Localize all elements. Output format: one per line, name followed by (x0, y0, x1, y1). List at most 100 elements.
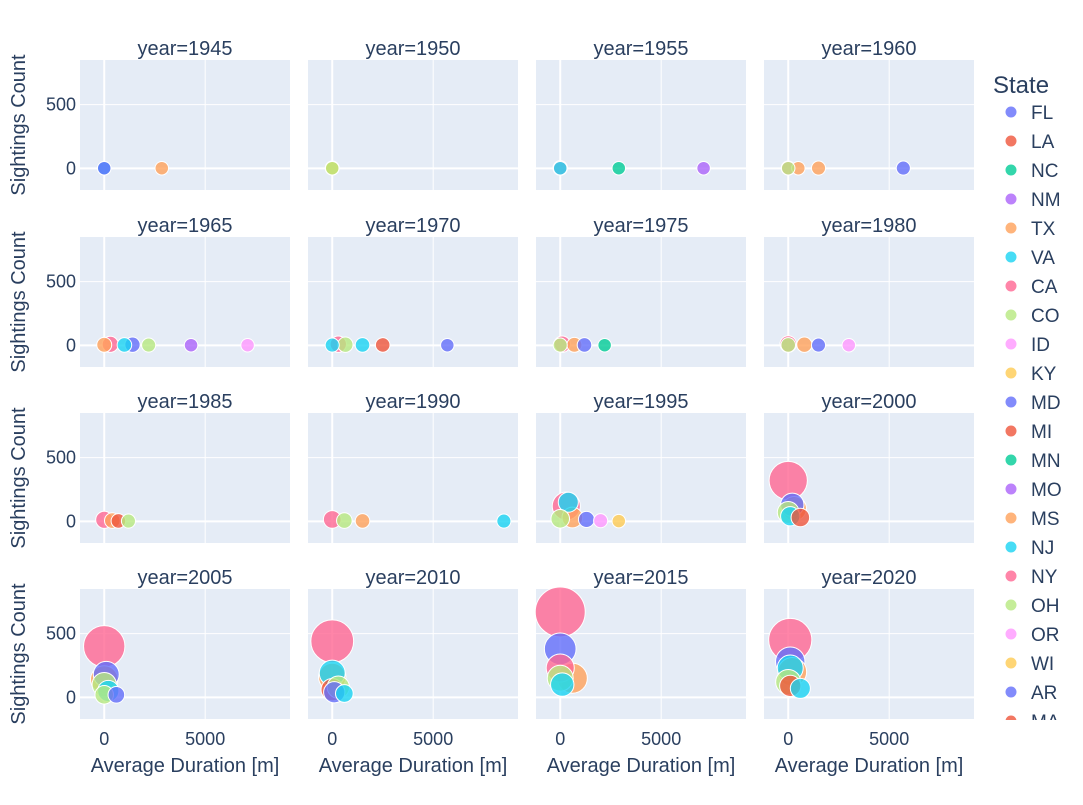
legend-item-NJ[interactable]: NJ (1004, 538, 1054, 559)
facet-title: year=1965 (137, 215, 232, 237)
legend-marker (1004, 685, 1018, 699)
x-tick-label: 0 (783, 729, 793, 749)
legend-label: WI (1031, 654, 1054, 675)
bubble-CO-1950 (324, 160, 340, 176)
bubble-CO-1965 (141, 337, 157, 353)
y-axis-title: Sightings Count (8, 231, 30, 373)
bubble-CO-1985 (120, 513, 136, 529)
bubble-ID-1995 (593, 513, 609, 529)
legend-marker (1004, 192, 1018, 206)
facet-1980: year=1980 (764, 215, 974, 367)
facet-title: year=1980 (821, 215, 916, 237)
bubble-FL-1995 (577, 510, 596, 528)
y-tick-label: 500 (46, 624, 76, 644)
legend-marker (1004, 656, 1018, 670)
legend-item-VA[interactable]: VA (1004, 248, 1055, 269)
facet-title: year=1945 (137, 38, 232, 60)
legend-item-KY[interactable]: KY (1004, 364, 1057, 385)
legend-label: CO (1031, 306, 1060, 327)
legend-label: KY (1031, 364, 1057, 385)
legend-item-MN[interactable]: MN (1004, 451, 1061, 472)
bubble-NM-1965 (183, 337, 199, 353)
legend-label: OH (1031, 596, 1060, 617)
bubble-CA-2005 (83, 625, 126, 668)
y-axis-title: Sightings Count (8, 54, 30, 196)
x-tick-label: 5000 (185, 729, 225, 749)
legend-item-WI[interactable]: WI (1004, 654, 1054, 675)
facet-title: year=1955 (593, 38, 688, 60)
legend-label: VA (1031, 248, 1055, 269)
legend-item-OH[interactable]: OH (1004, 596, 1060, 617)
legend-marker (1004, 163, 1018, 177)
legend-label: MA (1031, 712, 1060, 733)
legend-marker (1004, 627, 1018, 641)
legend-item-FL[interactable]: FL (1004, 103, 1053, 124)
axis-titles: Average Duration [m] Average Duration [m]… (8, 54, 963, 777)
bubble-FL-1960 (895, 160, 911, 176)
facet-2000: year=2000 (764, 391, 974, 543)
facet-2020: year=2020 0 5000 (764, 567, 974, 749)
legend-label: NM (1031, 190, 1061, 211)
bubble-NJ-2010 (335, 684, 354, 703)
x-tick-label: 5000 (869, 729, 909, 749)
bubble-CO-1995 (550, 509, 571, 529)
y-axis-title: Sightings Count (8, 583, 30, 725)
legend-item-MS[interactable]: MS (1004, 509, 1060, 530)
y-tick-label: 0 (66, 687, 76, 707)
legend-item-CO[interactable]: CO (1004, 306, 1060, 327)
legend-label: MO (1031, 480, 1062, 501)
facet-1960: year=1960 (764, 38, 974, 190)
legend-marker (1004, 714, 1018, 720)
facet-1965: year=1965 0 500 (46, 215, 290, 367)
legend-item-MD[interactable]: MD (1004, 393, 1061, 414)
legend-marker (1004, 366, 1018, 380)
x-tick-label: 0 (327, 729, 337, 749)
facet-1945: year=1945 0 500 (46, 38, 290, 190)
bubble-ID-1965 (240, 337, 255, 353)
legend-marker (1004, 569, 1018, 583)
legend-marker (1004, 540, 1018, 554)
legend[interactable]: State FL LA NC NM TX VA CA CO ID KY MD MI MN MO MS NJ NY O… (993, 72, 1062, 733)
facet-panels: year=1945 0 500 year=1950 year=1955 year=1960… (46, 38, 974, 749)
bubble-ID-1980 (841, 337, 857, 353)
legend-item-OR[interactable]: OR (1004, 625, 1060, 646)
legend-marker (1004, 511, 1018, 525)
legend-marker (1004, 598, 1018, 612)
legend-marker (1004, 250, 1018, 264)
legend-label: MI (1031, 422, 1052, 443)
bubble-FL-1975 (576, 337, 593, 353)
legend-marker (1004, 105, 1018, 119)
bubble-CO-1975 (552, 337, 568, 353)
legend-item-ID[interactable]: ID (1004, 335, 1050, 356)
bubble-TX-1980 (796, 336, 813, 353)
bubble-NJ-2020 (789, 677, 811, 699)
legend-item-NY[interactable]: NY (1004, 567, 1058, 588)
bubble-TX-1945 (154, 160, 170, 176)
facet-title: year=2000 (821, 391, 916, 413)
legend-item-MA[interactable]: MA (1004, 712, 1060, 733)
facet-title: year=1990 (365, 391, 460, 413)
legend-item-MI[interactable]: MI (1004, 422, 1052, 443)
bubble-TX-1960 (810, 160, 827, 176)
legend-item-NM[interactable]: NM (1004, 190, 1061, 211)
legend-item-MO[interactable]: MO (1004, 480, 1062, 501)
bubble-CO-1990 (336, 512, 353, 529)
facet-title: year=1975 (593, 215, 688, 237)
y-tick-label: 0 (66, 158, 76, 178)
bubble-TX-1990 (354, 513, 371, 529)
legend-item-NC[interactable]: NC (1004, 161, 1058, 182)
legend-item-CA[interactable]: CA (1004, 277, 1058, 298)
bubble-VA-1970 (354, 337, 371, 353)
bubble-KY-1995 (611, 513, 627, 529)
legend-marker (1004, 395, 1018, 409)
legend-item-LA[interactable]: LA (1004, 132, 1055, 153)
x-tick-label: 0 (555, 729, 565, 749)
legend-marker (1004, 424, 1018, 438)
legend-item-AR[interactable]: AR (1004, 683, 1057, 704)
bubble-VA-1955 (552, 160, 568, 176)
bubble-VA-2015 (550, 672, 575, 697)
bubble-TX-1965 (96, 336, 113, 353)
bubble-NC-1955 (611, 160, 627, 176)
legend-item-TX[interactable]: TX (1004, 219, 1056, 240)
